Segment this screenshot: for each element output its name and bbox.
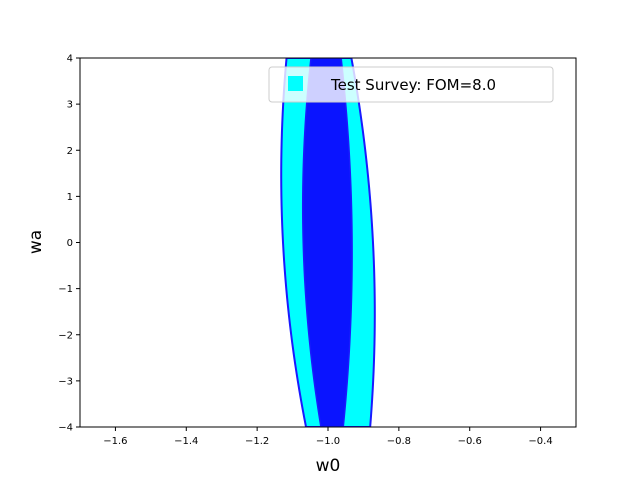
x-axis: −1.6 −1.4 −1.2 −1.0 −0.8 −0.6 −0.4 xyxy=(103,427,553,447)
region-inner xyxy=(301,58,353,427)
x-tick-label: −1.6 xyxy=(103,436,127,447)
x-tick-label: −0.4 xyxy=(528,436,552,447)
x-tick-label: −1.2 xyxy=(245,436,269,447)
legend-label: Test Survey: FOM=8.0 xyxy=(330,76,496,94)
y-tick-label: −3 xyxy=(58,376,73,387)
x-tick-label: −0.6 xyxy=(458,436,482,447)
y-tick-label: 4 xyxy=(67,54,73,65)
y-axis: −4 −3 −2 −1 0 1 2 3 4 xyxy=(58,54,80,434)
x-axis-label: w0 xyxy=(316,456,341,476)
y-tick-label: 3 xyxy=(67,100,73,111)
y-tick-label: −2 xyxy=(58,330,73,341)
x-tick-label: −0.8 xyxy=(387,436,411,447)
y-tick-label: 0 xyxy=(67,238,73,249)
plot-area xyxy=(280,58,376,427)
y-axis-label: wa xyxy=(26,230,46,254)
legend-box xyxy=(268,66,554,103)
y-tick-label: −4 xyxy=(58,423,73,434)
y-tick-label: 2 xyxy=(67,146,73,157)
legend-swatch xyxy=(288,76,303,91)
x-tick-label: −1.0 xyxy=(316,436,340,447)
y-tick-label: 1 xyxy=(67,192,73,203)
legend: Test Survey: FOM=8.0 xyxy=(268,66,554,103)
y-tick-label: −1 xyxy=(58,284,73,295)
x-tick-label: −1.4 xyxy=(174,436,198,447)
